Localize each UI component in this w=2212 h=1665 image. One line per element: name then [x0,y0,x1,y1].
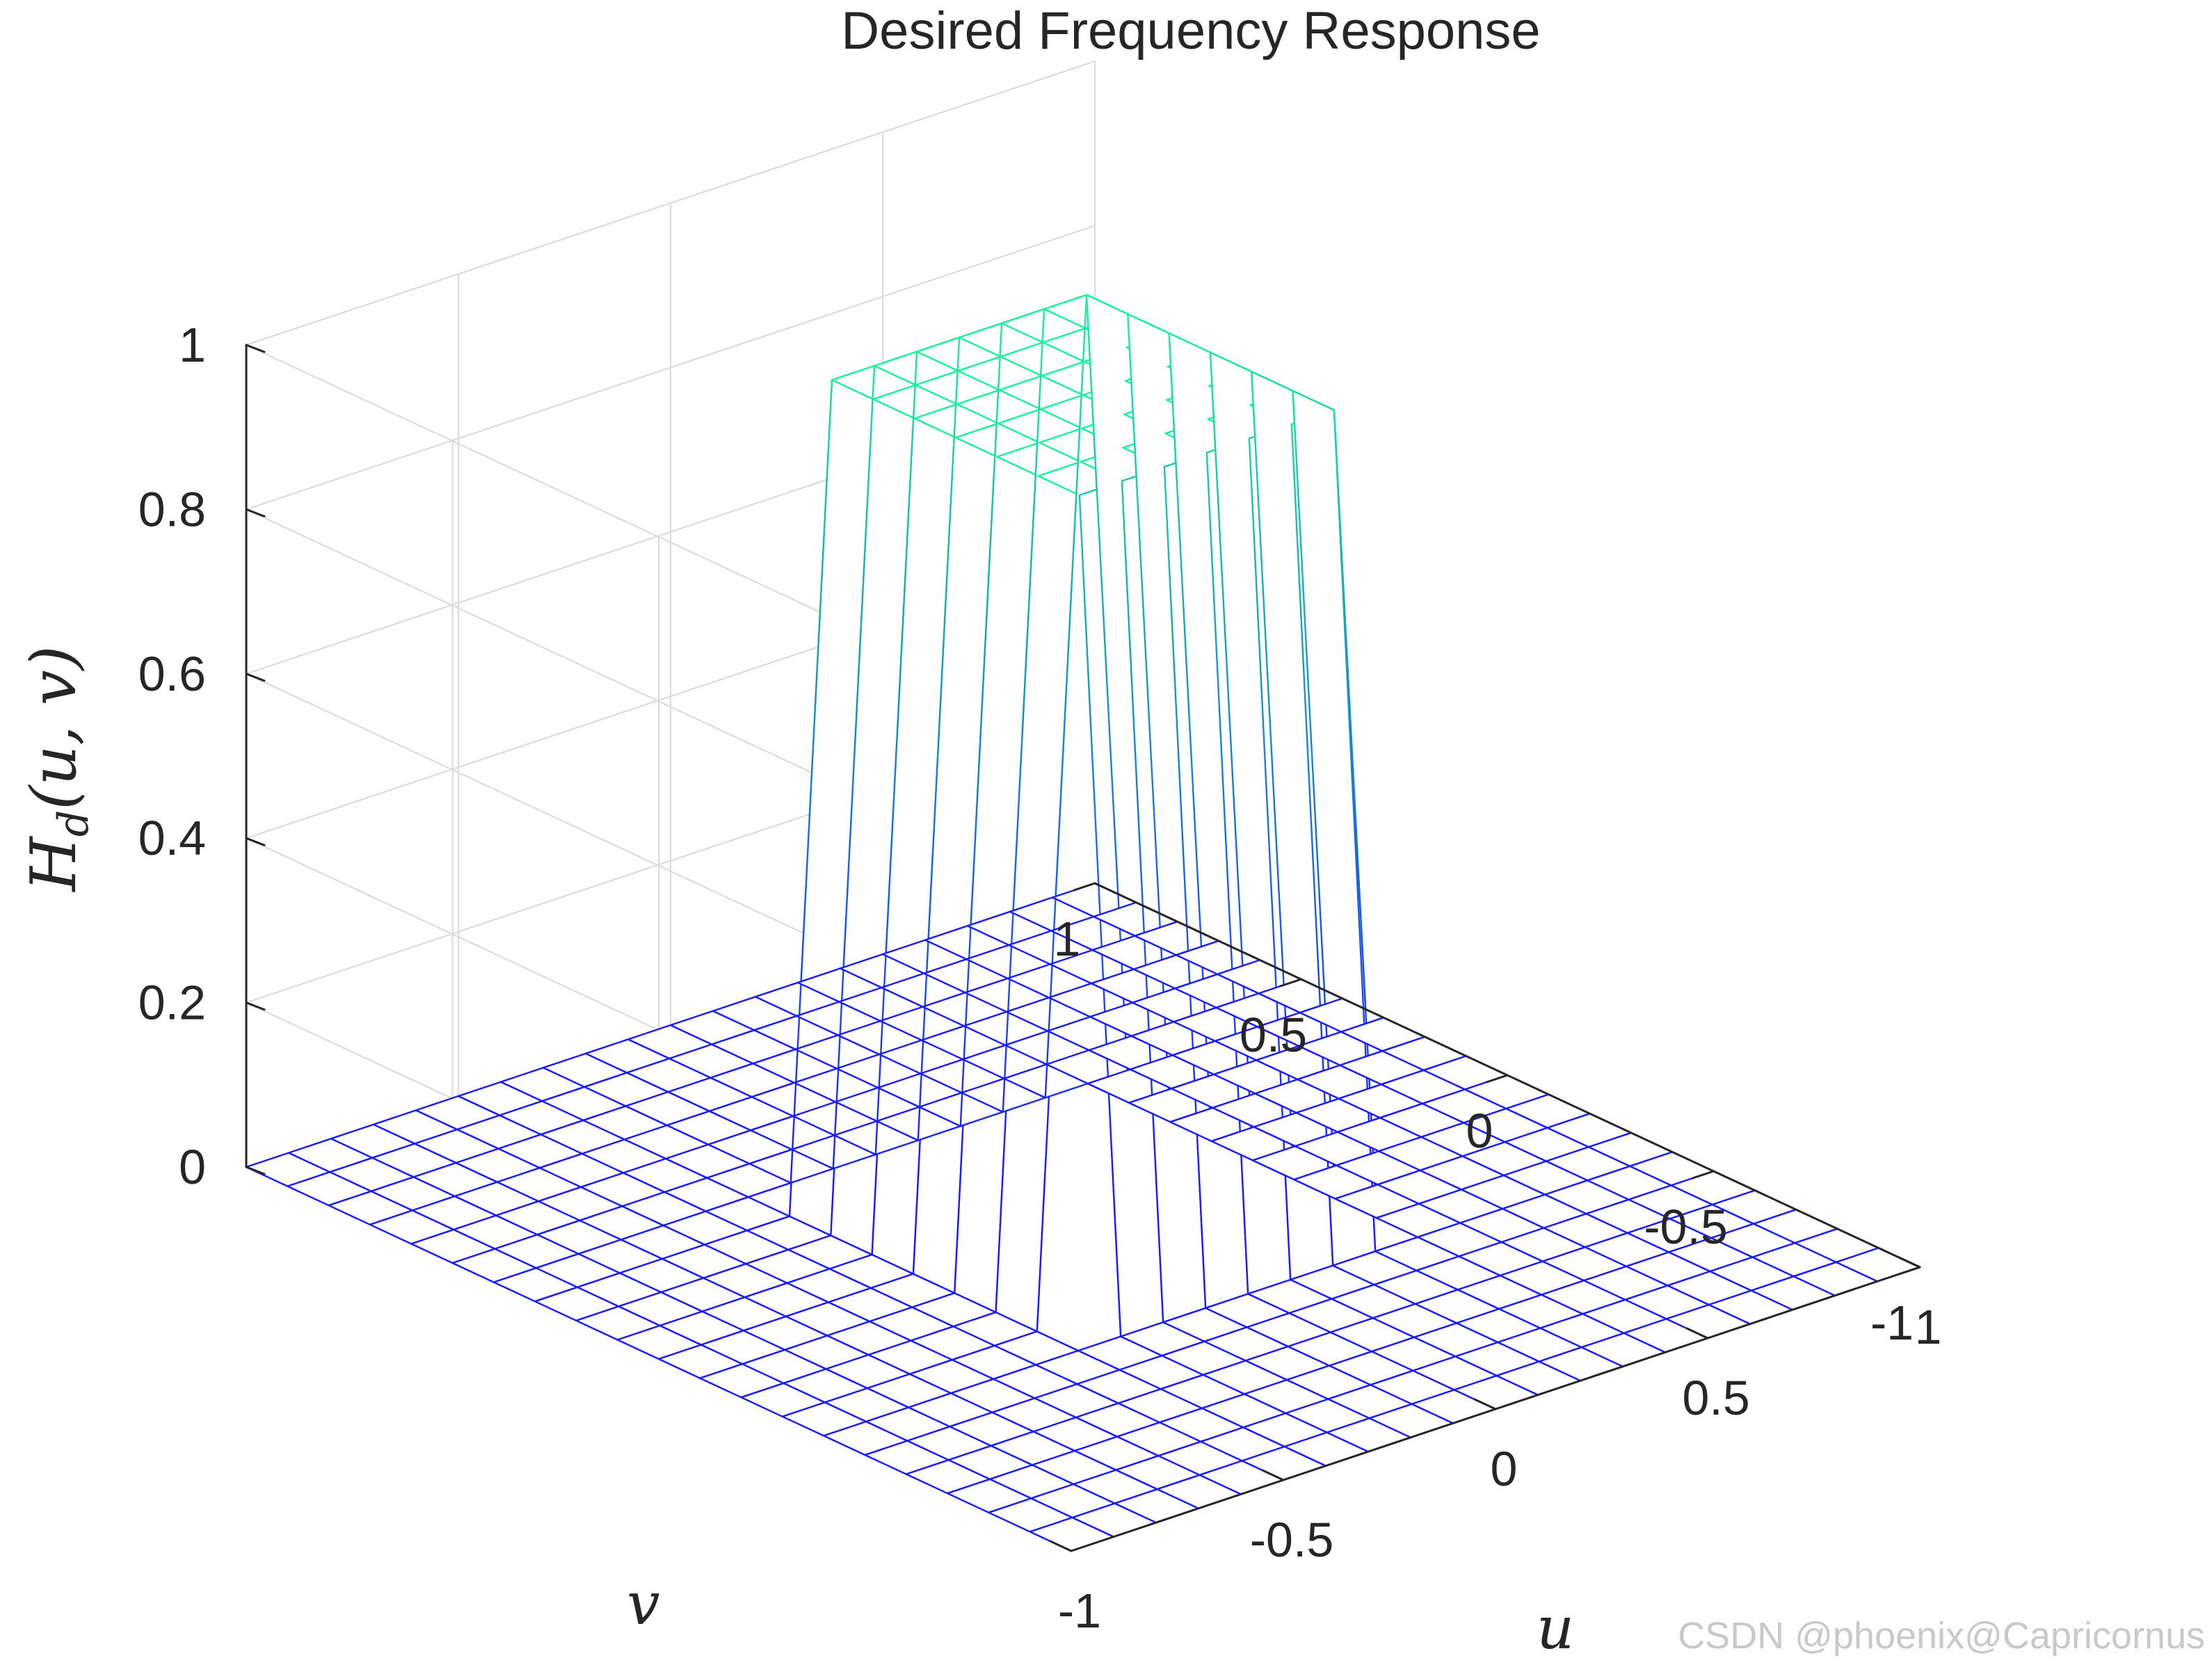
z-tick-mark [245,508,266,517]
z-tick-mark [245,1002,266,1011]
watermark: CSDN @phoenix@Capricornus [1678,1615,2205,1657]
y-tick-mark [1692,1170,1715,1180]
y-tick-mark [1898,1266,1921,1276]
x-tick-mark [1261,1469,1285,1481]
y-tick-mark [1485,1074,1509,1084]
z-axis-label-sub: d [49,810,98,837]
z-tick-mark [245,344,266,353]
x-tick-label: -0.5 [1250,1513,1334,1567]
grid-line-z-right [245,60,1096,346]
z-tick-label: 0.8 [138,482,206,536]
y-tick-label: -0.5 [1644,1200,1728,1254]
y-tick-mark [1279,978,1302,988]
z-tick-label: 0.2 [138,976,206,1030]
x-tick-mark [1049,1540,1073,1552]
z-tick-label: 0.4 [138,811,206,865]
z-tick-label: 0.6 [138,647,206,701]
x-tick-label: -1 [1058,1584,1101,1638]
x-tick-mark [1898,1256,1921,1269]
y-tick-mark [1073,882,1096,892]
y-tick-label: -1 [1870,1296,1914,1350]
z-axis-label-args: (u, v) [17,645,90,810]
z-tick-label: 1 [179,318,206,372]
svg-text:Hd(u, v): Hd(u, v) [17,645,98,892]
y-tick-label: 0 [1466,1104,1493,1158]
grid-line-z-right [245,225,1096,510]
x-axis-label: u [1537,1594,1574,1662]
x-tick-label: 0 [1491,1442,1518,1496]
z-tick-mark [245,1166,266,1175]
z-tick-label: 0 [179,1140,206,1194]
x-tick-mark [1685,1327,1709,1340]
y-axis-label: v [627,1570,659,1638]
x-tick-label: 1 [1915,1300,1942,1354]
y-tick-label: 1 [1054,912,1081,966]
y-tick-label: 0.5 [1240,1008,1307,1062]
x-tick-mark [1473,1398,1497,1410]
z-axis-label-base: H [17,836,90,893]
surface-mesh [245,293,1921,1552]
x-tick-label: 0.5 [1682,1371,1749,1425]
z-tick-mark [245,673,266,682]
z-tick-mark [245,837,266,846]
z-axis-label: Hd(u, v) [17,645,98,892]
chart-title: Desired Frequency Response [841,1,1540,61]
